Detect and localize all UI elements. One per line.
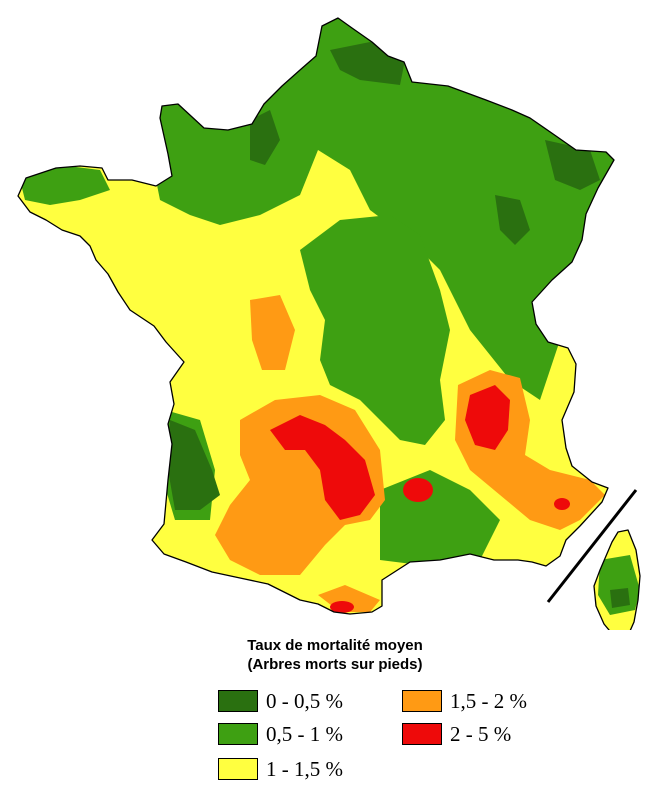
legend-label: 1 - 1,5 % xyxy=(266,757,343,781)
legend-title: Taux de mortalité moyen xyxy=(247,637,423,654)
zone-southwest-red xyxy=(270,415,375,520)
zone-brittany-green xyxy=(20,165,110,205)
mainland-france xyxy=(17,17,615,615)
legend-label: 0 - 0,5 % xyxy=(266,689,343,713)
zone-normandy-dark xyxy=(250,110,280,165)
legend-swatch xyxy=(218,758,258,780)
legend-label: 2 - 5 % xyxy=(450,722,512,746)
zone-center-green xyxy=(300,215,450,445)
legend-swatch xyxy=(218,723,258,745)
legend-swatch xyxy=(402,690,442,712)
legend-label: 1,5 - 2 % xyxy=(450,689,527,713)
zone-cevennes-red xyxy=(403,478,433,502)
corsica-separator-line xyxy=(546,489,638,603)
zone-lorraine-dark xyxy=(545,140,600,190)
corsica-dark-zone xyxy=(610,588,630,608)
legend-label: 0,5 - 1 % xyxy=(266,722,343,746)
zone-center-orange xyxy=(250,295,295,370)
france-mortality-map xyxy=(17,17,641,630)
zone-landes-dark xyxy=(168,420,220,510)
corsica xyxy=(593,529,641,630)
legend-swatch xyxy=(402,723,442,745)
legend-subtitle: (Arbres morts sur pieds) xyxy=(247,656,423,673)
zone-vosges-dark xyxy=(495,195,530,245)
zone-pyrenees-red xyxy=(330,601,354,613)
zone-provence-red xyxy=(554,498,570,510)
mainland-outline xyxy=(17,17,615,615)
corsica-outline xyxy=(593,529,641,630)
zone-north-green xyxy=(150,18,614,400)
zone-alps-red xyxy=(465,385,510,450)
legend-swatch xyxy=(218,690,258,712)
corsica-green-zone xyxy=(598,555,640,615)
